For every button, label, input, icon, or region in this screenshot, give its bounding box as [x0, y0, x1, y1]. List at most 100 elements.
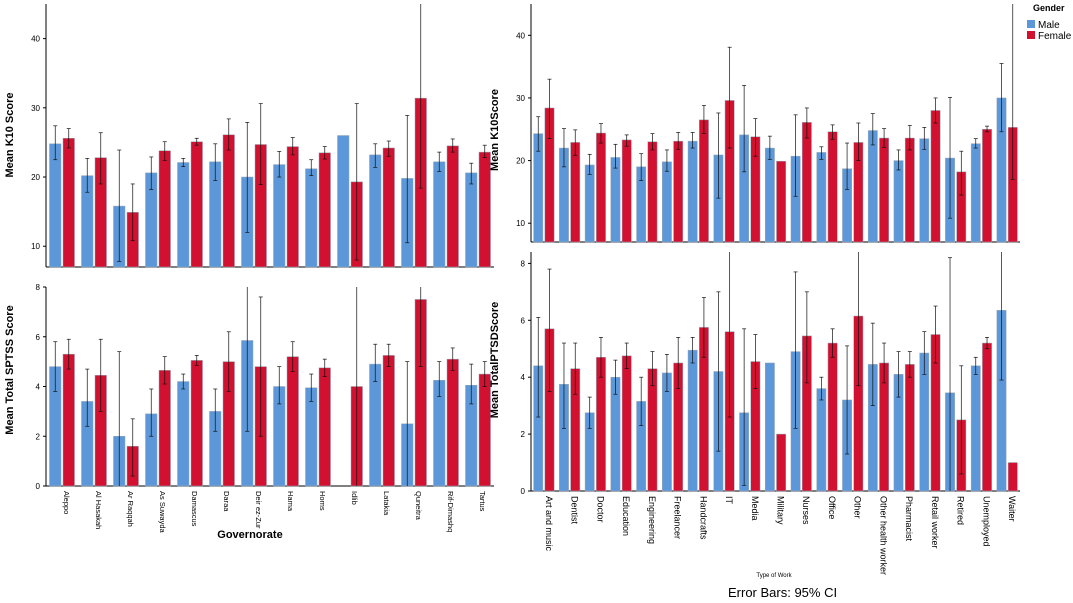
y-tick-label: 10 — [516, 219, 525, 228]
legend-title: Gender — [1033, 3, 1065, 13]
bar-female — [446, 145, 459, 268]
bar-male — [970, 143, 981, 243]
x-tick-label: Homs — [318, 491, 327, 511]
x-tick-label: Ar Raqqah — [126, 491, 135, 527]
x-tick-label: Nurses — [801, 496, 811, 525]
bar-male — [687, 349, 698, 492]
bar-female — [699, 119, 709, 243]
y-axis-title: Mean K10 Score — [4, 93, 16, 178]
y-tick-label: 20 — [31, 173, 40, 182]
chart-k10-governorate: 10 20 30 40 Mean K10 Score — [4, 4, 494, 268]
bar-female — [446, 358, 459, 487]
x-tick-label: Al Hasakah — [94, 491, 103, 529]
x-tick-label: Freelancer — [673, 496, 683, 539]
y-tick-label: 20 — [516, 157, 525, 166]
x-tick-label: Other health worker — [878, 496, 888, 575]
bar-male — [816, 152, 827, 243]
y-tick-label: 0 — [36, 482, 41, 491]
legend-swatch-male — [1027, 20, 1035, 28]
legend: Gender Male Female — [1027, 3, 1072, 42]
bar-male — [662, 161, 672, 243]
y-tick-label: 0 — [521, 487, 526, 496]
y-tick-label: 40 — [31, 35, 40, 44]
bar-male — [369, 154, 382, 268]
bar-male — [273, 164, 286, 268]
bar-male — [584, 164, 595, 243]
bar-male — [337, 135, 350, 268]
bar-female — [190, 360, 203, 487]
bar-female — [879, 137, 889, 243]
chart-k10-work: 10 20 30 40 Mean K10Score — [489, 4, 1020, 243]
bar-male — [433, 161, 446, 268]
bar-male — [465, 172, 478, 268]
x-tick-label: Pharmacist — [904, 496, 914, 542]
bar-female — [673, 140, 684, 243]
x-tick-label: Engineering — [647, 496, 657, 544]
bar-female — [62, 138, 75, 268]
bar-female — [776, 433, 787, 492]
x-tick-label: Doctor — [595, 496, 605, 523]
x-tick-label: Retail worker — [930, 496, 940, 549]
x-tick-label: Military — [776, 496, 786, 525]
x-axis-title-governorate: Governorate — [217, 529, 282, 541]
x-tick-label: Office — [827, 496, 837, 519]
bar-male — [816, 388, 827, 492]
bar-female — [930, 110, 941, 243]
bar-female — [827, 131, 838, 243]
bar-female — [190, 141, 203, 268]
bar-female — [776, 160, 787, 243]
bar-female — [982, 129, 992, 243]
y-tick-label: 6 — [36, 333, 41, 342]
y-tick-label: 4 — [36, 383, 41, 392]
bar-female — [222, 134, 235, 268]
y-tick-label: 6 — [521, 316, 526, 325]
x-tick-label: Waiter — [1007, 496, 1017, 522]
x-tick-label: Education — [621, 496, 631, 536]
legend-label-male: Male — [1038, 20, 1060, 31]
x-tick-label: Retired — [956, 496, 966, 525]
bar-male — [893, 160, 904, 243]
legend-label-female: Female — [1038, 31, 1072, 42]
chart-ptsd-work: 0 2 4 6 8 Mean TotalPTSDScore Art and music Den… — [489, 252, 1020, 575]
error-bars-caption: Error Bars: 95% CI — [728, 585, 837, 600]
y-tick-label: 40 — [516, 31, 525, 40]
x-tick-label: Art and music — [544, 496, 554, 552]
bar-female — [286, 356, 299, 487]
x-tick-label: IT — [724, 496, 734, 505]
bar-female — [596, 132, 606, 243]
legend-swatch-female — [1027, 31, 1035, 39]
y-tick-label: 4 — [521, 373, 526, 382]
y-axis-title: Mean K10Score — [489, 89, 501, 171]
x-tick-label: Handcrafts — [698, 496, 708, 540]
y-tick-label: 10 — [31, 242, 40, 251]
bar-female — [647, 368, 658, 492]
x-tick-label: Hama — [286, 491, 295, 512]
bar-male — [764, 147, 775, 243]
x-tick-label: Damascus — [190, 491, 199, 527]
bar-female — [318, 367, 331, 487]
bar-female — [982, 342, 992, 492]
bar-female — [904, 137, 915, 243]
x-tick-label: Dentist — [570, 496, 580, 525]
x-tick-label: Deir ez-Zur — [254, 491, 263, 529]
bar-male — [610, 157, 621, 243]
x-tick-label: Media — [750, 496, 760, 521]
x-tick-label: Unemployed — [981, 496, 991, 547]
bar-male — [305, 387, 318, 487]
x-tick-label: Other — [853, 496, 863, 519]
x-tick-label: Aleppo — [62, 491, 71, 514]
bar-female — [904, 364, 915, 492]
bar-male — [49, 143, 62, 268]
x-tick-label: Idlib — [350, 491, 359, 505]
bar-female — [158, 150, 171, 268]
x-tick-label: Rif-Dimashq — [446, 491, 455, 532]
x-tick-label: Daraa — [222, 491, 231, 512]
x-tick-label: Quneitra — [414, 491, 423, 521]
bar-female — [318, 152, 331, 268]
y-tick-label: 8 — [521, 259, 526, 268]
bar-male — [764, 362, 775, 492]
x-tick-label: Latakia — [382, 491, 391, 516]
bar-female — [621, 355, 632, 492]
bar-male — [867, 130, 878, 243]
bar-female — [570, 142, 581, 243]
